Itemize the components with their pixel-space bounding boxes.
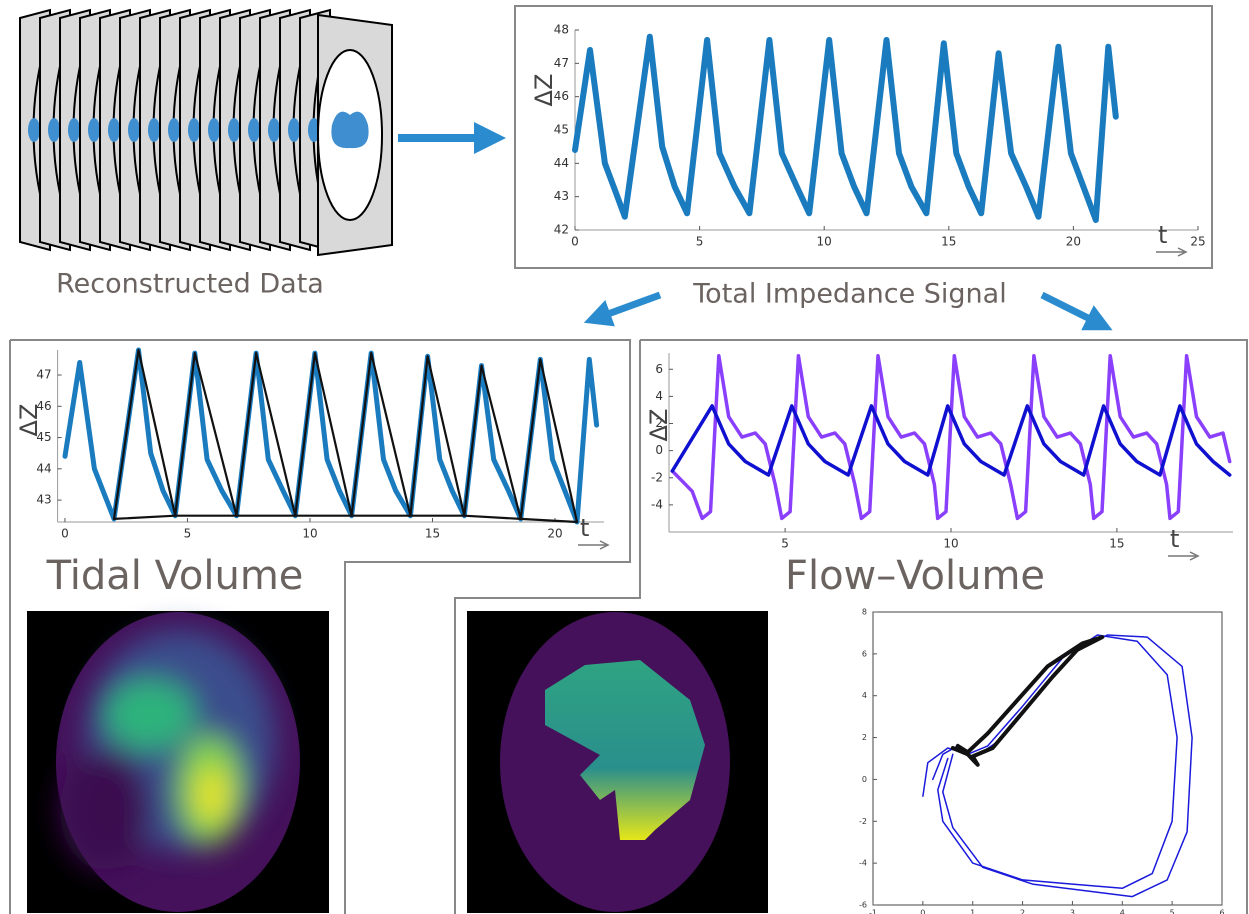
caption: Flow–Volume [785, 553, 1045, 599]
tidal-image [27, 611, 329, 913]
y-tick-label: 44 [554, 156, 569, 170]
y-tick-label: 46 [36, 399, 51, 413]
x-tick-label: 4 [1120, 909, 1125, 914]
y-tick-label: 47 [554, 56, 569, 70]
flow-image [467, 611, 768, 913]
slice-blob [331, 111, 369, 149]
x-tick-label: -1 [869, 909, 877, 914]
x-tick-label: 10 [943, 537, 958, 551]
slice-blob [208, 118, 220, 142]
x-tick-label: 15 [425, 527, 440, 541]
x-axis-label: t [580, 514, 589, 542]
panel-frame [514, 5, 1213, 269]
y-tick-label: 8 [862, 608, 867, 617]
x-tick-label: 10 [302, 527, 317, 541]
slice-blob [248, 118, 260, 142]
x-axis-arrowhead [599, 540, 610, 550]
y-tick-label: 6 [862, 649, 867, 658]
slice-blob [288, 118, 300, 142]
x-tick-label: 20 [1066, 235, 1081, 249]
series-line [112, 514, 579, 524]
caption: Total Impedance Signal [692, 279, 1006, 310]
x-tick-label: 0 [571, 235, 579, 249]
y-tick-label: 43 [554, 189, 569, 203]
y-tick-label: 45 [554, 123, 569, 137]
y-tick-label: -2 [859, 817, 867, 826]
slice-blob [148, 118, 160, 142]
panel-frame [454, 339, 1248, 914]
slice-blob [108, 118, 120, 142]
y-tick-label: 47 [36, 368, 51, 382]
y-tick-label: 44 [36, 461, 51, 475]
y-tick-label: 43 [36, 493, 51, 507]
y-tick-label: -6 [859, 901, 867, 910]
slice-blob [188, 118, 200, 142]
slice-blob [28, 118, 40, 142]
x-tick-label: 1 [970, 909, 975, 914]
y-tick-label: -2 [651, 470, 663, 484]
series-line [950, 635, 1105, 767]
y-axis-label: ΔZ [15, 404, 43, 437]
y-tick-label: -4 [651, 497, 663, 511]
arrow [583, 291, 662, 327]
x-tick-label: 5 [781, 537, 789, 551]
x-axis-arrowhead [1177, 247, 1188, 257]
y-tick-label: 2 [655, 416, 663, 430]
x-tick-label: 10 [817, 235, 832, 249]
x-tick-label: 0 [920, 909, 925, 914]
x-tick-label: 5 [1170, 909, 1175, 914]
y-tick-label: 0 [655, 443, 663, 457]
plot-frame [872, 611, 1223, 906]
slice-blob [88, 118, 100, 142]
y-tick-label: 0 [862, 775, 867, 784]
y-tick-label: 45 [36, 430, 51, 444]
series-line [670, 353, 1232, 521]
y-axis-label: ΔZ [645, 409, 673, 442]
caption: Reconstructed Data [56, 269, 324, 300]
slice-stack [19, 8, 393, 257]
y-axis-label: ΔZ [530, 74, 558, 107]
x-axis-arrowhead [1189, 551, 1200, 561]
x-axis-label: t [1158, 221, 1167, 249]
caption: Tidal Volume [46, 553, 304, 599]
series-line [932, 634, 1193, 898]
series-line [922, 634, 1178, 890]
slice-blob [268, 118, 280, 142]
slice-blob [128, 118, 140, 142]
y-tick-label: 42 [554, 223, 569, 237]
slice-blob [168, 118, 180, 142]
x-tick-label: 0 [61, 527, 69, 541]
x-tick-label: 5 [696, 235, 704, 249]
series-line [62, 347, 600, 525]
y-tick-label: 2 [862, 733, 867, 742]
x-tick-label: 15 [941, 235, 956, 249]
x-tick-label: 3 [1070, 909, 1075, 914]
x-tick-label: 25 [1190, 235, 1205, 249]
panel-frame [9, 339, 631, 914]
x-tick-label: 6 [1219, 909, 1224, 914]
y-tick-label: 48 [554, 23, 569, 37]
series-line [670, 404, 1232, 477]
slice-blob [48, 118, 60, 142]
slice-blob [68, 118, 80, 142]
x-tick-label: 20 [547, 527, 562, 541]
x-axis-label: t [1170, 525, 1179, 553]
y-tick-label: 46 [554, 89, 569, 103]
x-tick-label: 15 [1109, 537, 1124, 551]
slice-blob [228, 118, 240, 142]
series-line [572, 33, 1119, 223]
y-tick-label: 6 [655, 362, 663, 376]
y-tick-label: 4 [862, 691, 867, 700]
arrow [1040, 291, 1113, 331]
x-tick-label: 5 [184, 527, 192, 541]
x-tick-label: 2 [1020, 909, 1025, 914]
y-tick-label: -4 [859, 859, 867, 868]
y-tick-label: 4 [655, 389, 663, 403]
